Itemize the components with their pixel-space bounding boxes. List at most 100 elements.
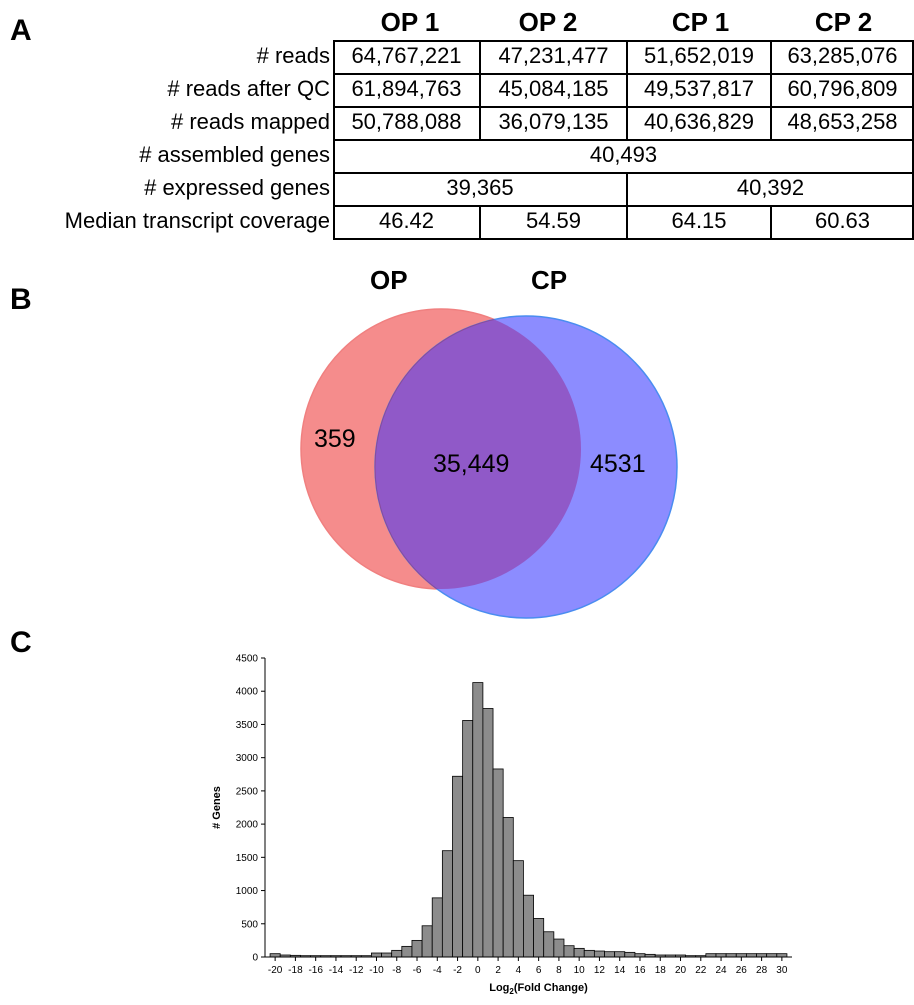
table-border [912,40,914,240]
x-tick-label: 18 [655,965,667,976]
table-cell: 60,796,809 [787,76,898,101]
fold-change-histogram: 050010001500200025003000350040004500-20-… [211,654,792,996]
table-cell: 51,652,019 [643,43,755,68]
y-tick-label: 4000 [236,687,259,698]
row-label-median-coverage: Median transcript coverage [64,208,330,233]
histogram-bar [502,817,514,958]
y-tick-label: 4500 [236,654,259,665]
histogram-bar [492,768,504,958]
histogram-bar [441,850,453,958]
x-tick-label: 4 [516,965,522,976]
table-cell-merged: 40,392 [736,175,805,200]
x-tick-label: 22 [695,965,707,976]
table-cell: 47,231,477 [498,43,609,68]
x-tick-label: -18 [288,965,303,976]
histogram-bar [593,950,605,958]
histogram-bar [411,939,423,958]
table-cell: 40,636,829 [643,109,755,134]
table-border [626,40,628,140]
column-header-cp2: CP 2 [814,7,873,37]
x-tick-label: -12 [349,965,364,976]
x-tick-label: -8 [392,965,401,976]
histogram-bar [462,720,474,958]
table-cell: 64,767,221 [351,43,462,68]
row-label-expressed-genes: # expressed genes [144,175,330,200]
table-cell: 45,084,185 [498,76,609,101]
panel-label-a: A [10,14,32,47]
histogram-bar [482,708,494,958]
venn-svg [300,308,678,619]
histogram-plot-area: 050010001500200025003000350040004500-20-… [211,654,792,996]
venn-diagram: OP CP 359 35,449 4531 [0,255,914,625]
table-border [333,40,335,240]
x-tick-label: 26 [736,965,748,976]
x-tick-label: 8 [556,965,562,976]
row-label-assembled-genes: # assembled genes [139,142,330,167]
table-border [333,40,914,42]
column-header-cp1: CP 1 [671,7,730,37]
panel-label-b: B [10,283,32,316]
histogram-bar [563,945,575,958]
table-border [333,139,914,141]
table-cell: 49,537,817 [643,76,755,101]
histogram-bar [604,951,616,958]
y-axis-label: # Genes [211,786,223,829]
x-tick-label: 30 [776,965,788,976]
table-cell: 48,653,258 [787,109,898,134]
x-tick-label: 24 [715,965,727,976]
table-cell: 46.42 [378,208,435,233]
table-cell-merged: 39,365 [446,175,514,200]
table-border [770,205,772,240]
column-header-op1: OP 1 [380,7,440,37]
y-tick-label: 2500 [236,786,259,797]
histogram-bar [573,947,585,958]
venn-count-op-only: 359 [314,425,356,453]
x-tick-label: -4 [433,965,442,976]
x-tick-label: 6 [536,965,542,976]
table-cell: 64.15 [671,208,727,233]
x-tick-label: -14 [329,965,344,976]
histogram-bar [624,951,636,958]
table-cell: 61,894,763 [351,76,462,101]
histogram-bar [391,949,403,958]
histogram-bar [401,945,413,958]
table-cell: 36,079,135 [498,109,609,134]
table-cell: 50,788,088 [351,109,462,134]
x-tick-label: 14 [614,965,626,976]
row-label-reads-mapped: # reads mapped [171,109,330,134]
x-tick-label: 20 [675,965,687,976]
x-tick-label: 16 [634,965,646,976]
histogram-bar [512,860,524,958]
y-tick-label: 1500 [236,853,259,864]
sequencing-stats-table: OP 1 OP 2 CP 1 CP 2 # reads # reads afte… [0,0,914,245]
x-tick-label: 28 [756,965,768,976]
y-tick-label: 500 [241,919,258,930]
histogram-bar [533,918,545,958]
histogram-bar [523,894,534,958]
table-cell: 63,285,076 [787,43,898,68]
table-border [770,40,772,140]
table-border [479,40,481,140]
histogram-bar [583,949,595,958]
table-border [479,205,481,240]
venn-label-op: OP [370,265,408,295]
row-label-reads-after-qc: # reads after QC [167,76,330,101]
histogram-bar [614,951,626,958]
histogram-bar [452,775,464,958]
histogram-bar [381,952,393,958]
histogram-bar [543,931,555,958]
histogram-bar [421,925,433,958]
y-tick-label: 3000 [236,753,259,764]
y-tick-label: 3500 [236,720,259,731]
x-tick-label: -2 [453,965,462,976]
x-tick-label: 2 [495,965,501,976]
venn-label-cp: CP [531,265,568,295]
histogram-bar [553,938,565,958]
x-tick-label: 12 [594,965,606,976]
x-tick-label: 10 [574,965,586,976]
x-tick-label: -6 [413,965,422,976]
table-border [333,205,914,207]
table-border [333,172,914,174]
row-label-reads: # reads [256,43,330,68]
panel-label-c: C [10,626,32,659]
